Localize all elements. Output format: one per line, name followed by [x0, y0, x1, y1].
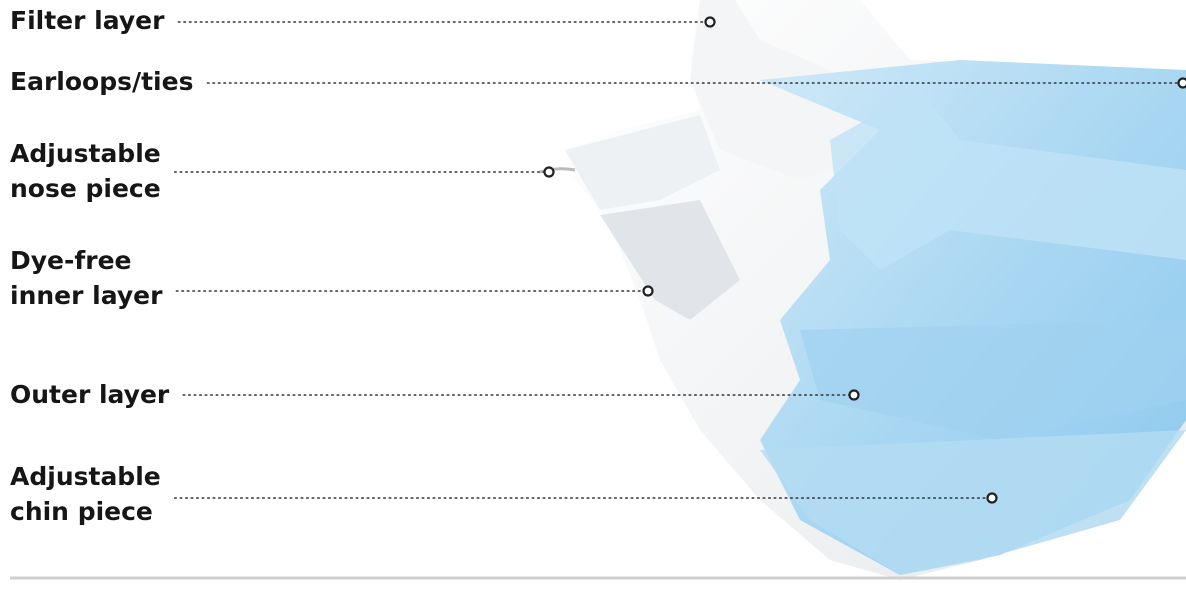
callout-dot — [704, 16, 716, 28]
label-text: Adjustable — [10, 139, 161, 168]
labels: Filter layer Earloops/ties Adjustable nose … — [10, 6, 1186, 526]
callout-dot — [543, 166, 555, 178]
label-text: Adjustable — [10, 462, 161, 491]
label-text: nose piece — [10, 174, 161, 203]
callout-dot — [1177, 77, 1186, 89]
callout-dot — [848, 389, 860, 401]
label-text: Earloops/ties — [10, 67, 193, 96]
label-text: Dye-free — [10, 246, 132, 275]
mask-illustration — [539, 0, 1186, 580]
label-text: chin piece — [10, 497, 153, 526]
callout-dot — [986, 492, 998, 504]
label-text: inner layer — [10, 281, 163, 310]
callout-dot — [642, 285, 654, 297]
label-text: Outer layer — [10, 380, 170, 409]
label-text: Filter layer — [10, 6, 165, 35]
